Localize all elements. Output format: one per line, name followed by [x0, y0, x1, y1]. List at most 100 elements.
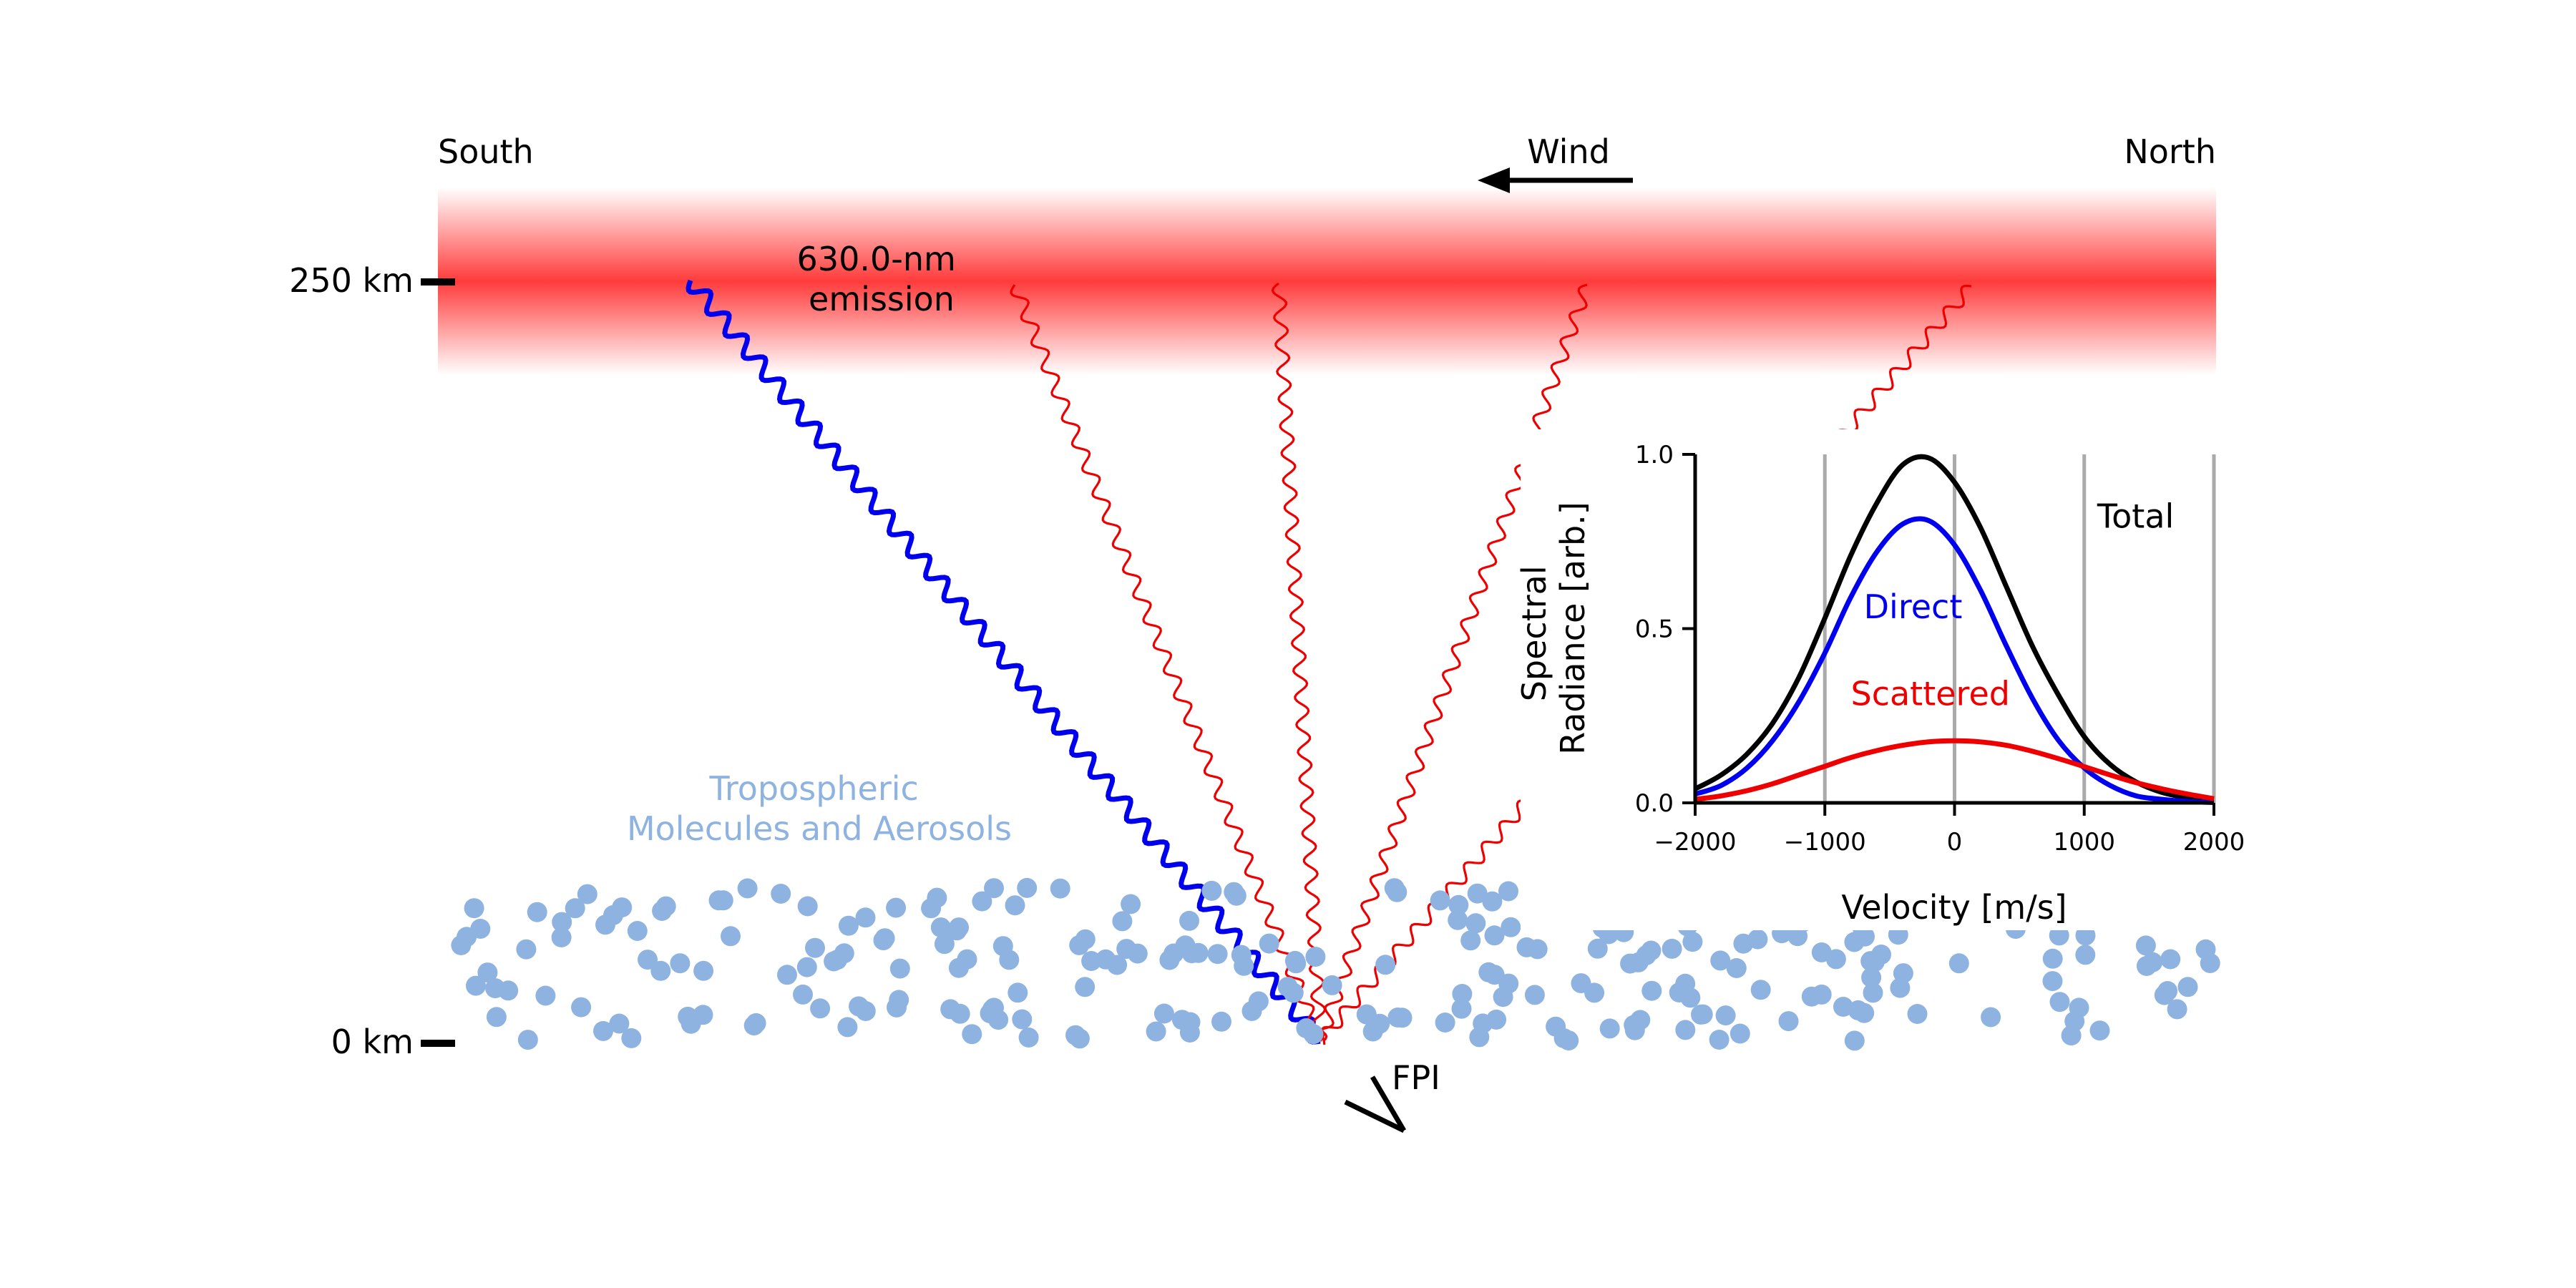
particle — [1692, 1004, 1713, 1025]
particle — [2042, 971, 2063, 992]
particle — [1188, 942, 1209, 963]
particle — [477, 962, 498, 983]
particle — [517, 1030, 538, 1050]
particle — [565, 898, 585, 919]
particle — [670, 953, 691, 974]
particle — [1392, 1008, 1413, 1028]
particle — [1498, 881, 1518, 902]
particle — [1322, 975, 1342, 995]
particle — [1662, 938, 1682, 959]
particle — [886, 897, 907, 918]
particle — [1907, 1004, 1928, 1024]
particle — [1159, 950, 1180, 970]
series-label-direct: Direct — [1864, 587, 1963, 626]
particle — [577, 884, 597, 904]
particle — [1484, 965, 1505, 985]
particle — [796, 957, 817, 977]
particle — [1863, 982, 1883, 1003]
particle — [621, 1028, 642, 1048]
particle — [957, 949, 977, 970]
particle — [721, 926, 741, 947]
particle — [678, 1006, 698, 1027]
particle — [2195, 939, 2216, 960]
particle — [1050, 878, 1070, 899]
particle — [1248, 991, 1269, 1012]
particle — [1259, 933, 1279, 954]
y-tick-label: 0.5 — [1635, 615, 1674, 644]
x-tick-label: −2000 — [1654, 828, 1736, 857]
particle — [2042, 948, 2063, 969]
emission-label-line1: 630.0-nm — [797, 240, 956, 278]
particle — [1180, 1012, 1201, 1033]
particle — [1844, 932, 1865, 952]
particle — [708, 890, 729, 911]
particle — [1854, 1002, 1875, 1023]
y-tick-label: 0.0 — [1635, 789, 1674, 818]
particle — [1811, 942, 1832, 962]
y-tick-label: 1.0 — [1635, 441, 1674, 469]
series-line-scattered — [1694, 738, 2215, 802]
tropospheric-label-line1: Tropospheric — [709, 769, 919, 808]
particle — [1075, 929, 1096, 950]
particle — [1844, 1030, 1865, 1051]
particle — [551, 927, 572, 947]
particle — [1112, 911, 1133, 932]
particle — [2061, 1025, 2082, 1046]
particle — [1375, 955, 1396, 975]
particle — [1005, 895, 1025, 916]
particle — [1451, 998, 1472, 1019]
particle — [1075, 977, 1096, 997]
particle — [638, 950, 658, 970]
particle — [2075, 945, 2096, 965]
particle — [838, 915, 859, 936]
series-label-scattered: Scattered — [1851, 675, 2010, 713]
particle — [1787, 926, 1808, 947]
particle — [1778, 1011, 1799, 1032]
particle — [1153, 1003, 1174, 1024]
chart-ticks: −2000 −1000 0 1000 2000 0.0 0.5 1.0 — [1635, 441, 2245, 857]
chart-series-labels: Total Direct Scattered — [1851, 497, 2175, 713]
particle — [464, 898, 484, 919]
particle — [2177, 977, 2198, 997]
particle — [1305, 947, 1326, 967]
altitude-0km-label: 0 km — [331, 1023, 414, 1061]
particle — [1624, 1020, 1645, 1040]
particle — [466, 975, 486, 996]
tropospheric-label-line2: Molecules and Aerosols — [627, 809, 1012, 848]
particle — [1121, 894, 1141, 914]
tropospheric-label: Tropospheric Molecules and Aerosols — [627, 769, 1012, 848]
particle — [1452, 984, 1473, 1004]
particle — [2069, 997, 2089, 1018]
particle — [1553, 1028, 1574, 1048]
chart-curves — [1694, 454, 2215, 805]
particle — [2049, 925, 2069, 946]
particle — [693, 960, 714, 981]
particle — [1729, 1023, 1750, 1044]
particle — [2135, 935, 2156, 956]
particle — [2136, 956, 2157, 976]
particle — [1571, 973, 1591, 994]
particle — [1465, 913, 1486, 934]
fpi-instrument-icon — [1344, 1075, 1407, 1133]
particle — [1473, 1013, 1493, 1034]
particle — [982, 999, 1002, 1020]
x-tick-label: 1000 — [2053, 828, 2115, 857]
particle — [743, 1015, 764, 1036]
particle — [1641, 980, 1662, 1001]
particle — [1641, 940, 1662, 961]
light-rays — [686, 279, 1972, 1045]
particle — [1599, 1018, 1620, 1039]
particle — [1435, 1013, 1455, 1033]
particle — [1224, 882, 1244, 902]
particle — [1460, 930, 1481, 951]
particle — [516, 939, 537, 960]
spectral-radiance-chart: −2000 −1000 0 1000 2000 0.0 0.5 1.0 Total Direct… — [1515, 429, 2245, 930]
particle — [552, 912, 572, 932]
particle — [950, 1003, 970, 1024]
particle — [1296, 1018, 1317, 1038]
fpi-label: FPI — [1392, 1058, 1440, 1097]
particle — [855, 907, 876, 928]
particle — [1231, 945, 1252, 965]
particle — [1981, 1007, 2001, 1028]
particle — [777, 965, 797, 985]
